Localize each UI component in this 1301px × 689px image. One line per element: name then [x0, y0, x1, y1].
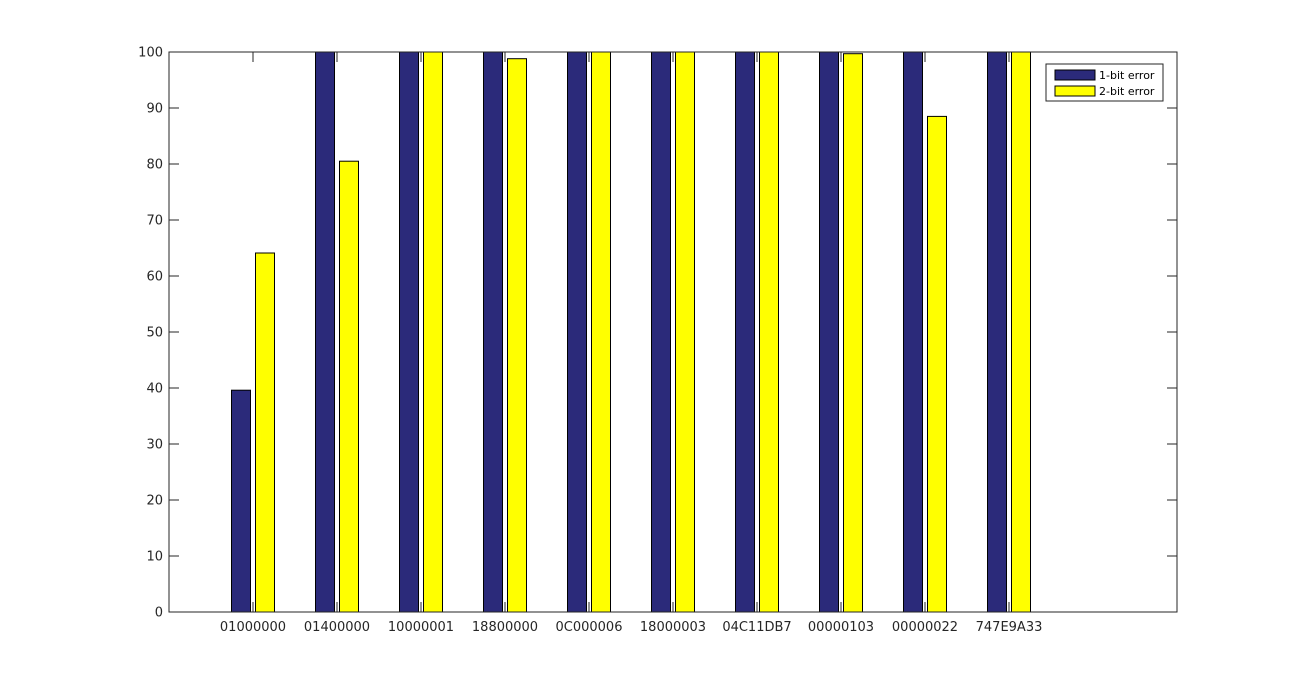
bar-2-0c000006 [591, 51, 611, 613]
legend-swatch-1 [1054, 69, 1096, 81]
legend-label-2: 2-bit error [1099, 85, 1155, 98]
x-tick-label: 01000000 [220, 620, 286, 635]
x-tick-label: 18000003 [640, 620, 706, 635]
y-tick-label: 20 [146, 494, 163, 509]
bar-2-00000022 [927, 115, 947, 613]
y-tick-label: 90 [146, 102, 163, 117]
bar-1-747e9a33 [987, 51, 1007, 613]
x-tick-label: 04C11DB7 [722, 620, 791, 635]
bar-1-0c000006 [567, 51, 587, 613]
y-tick-label: 40 [146, 382, 163, 397]
y-tick-label: 0 [155, 606, 163, 621]
bar-1-00000103 [819, 51, 839, 613]
bar-2-10000001 [423, 51, 443, 613]
y-tick-label: 100 [138, 46, 163, 61]
x-tick-label: 00000022 [892, 620, 958, 635]
y-tick-label: 10 [146, 550, 163, 565]
bar-1-00000022 [903, 51, 923, 613]
y-tick-label: 50 [146, 326, 163, 341]
y-tick-label: 70 [146, 214, 163, 229]
x-tick-label: 01400000 [304, 620, 370, 635]
bars-group [231, 51, 1031, 613]
x-tick-label: 747E9A33 [976, 620, 1043, 635]
ticks-group: 0 10 20 30 40 50 60 70 80 90 100 01000000 01400000 10… [138, 46, 1177, 635]
x-tick-label: 00000103 [808, 620, 874, 635]
y-tick-label: 60 [146, 270, 163, 285]
bar-2-18800000 [507, 58, 527, 613]
bar-2-747e9a33 [1011, 51, 1031, 613]
bar-1-18800000 [483, 51, 503, 613]
y-tick-label: 80 [146, 158, 163, 173]
bar-2-01000000 [255, 252, 275, 613]
x-tick-label: 10000001 [388, 620, 454, 635]
bar-1-01000000 [231, 389, 251, 613]
bar-2-18000003 [675, 51, 695, 613]
bar-1-04c11db7 [735, 51, 755, 613]
bar-1-18000003 [651, 51, 671, 613]
bar-2-00000103 [843, 53, 863, 613]
legend-label-1: 1-bit error [1099, 69, 1155, 82]
bar-1-01400000 [315, 51, 335, 613]
bar-2-04c11db7 [759, 51, 779, 613]
y-tick-label: 30 [146, 438, 163, 453]
x-tick-label: 0C000006 [556, 620, 623, 635]
bar-1-10000001 [399, 51, 419, 613]
x-tick-label: 18800000 [472, 620, 538, 635]
bar-2-01400000 [339, 160, 359, 613]
legend-swatch-2 [1054, 85, 1096, 97]
legend: 1-bit error 2-bit error [1045, 63, 1164, 102]
